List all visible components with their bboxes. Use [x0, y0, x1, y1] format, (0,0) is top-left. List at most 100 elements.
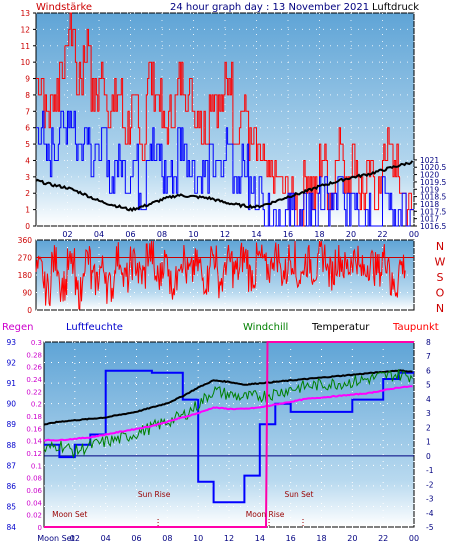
y-tick-label: 1: [25, 206, 30, 215]
x-tick-label: 02: [62, 230, 72, 239]
x-tick-label: 06: [125, 230, 135, 239]
y2-tick-label: 1020.5: [420, 163, 446, 172]
y-tick-label: 12: [20, 25, 30, 34]
graph-title: 24 hour graph day : 13 November 2021: [170, 2, 369, 13]
temp-tick-label: 3: [426, 409, 431, 418]
y-tick-label: 7: [25, 107, 30, 116]
direction-label: N: [436, 302, 444, 315]
y-tick-label: 180: [18, 271, 33, 280]
y2-tick-label: 1020: [420, 171, 439, 180]
x-tick-label: 04: [101, 534, 111, 543]
temp-tick-label: 4: [426, 395, 431, 404]
rain-tick-label: 0.24: [26, 376, 42, 384]
x-tick-label: 08: [157, 230, 167, 239]
rain-tick-label: 0.04: [26, 499, 42, 507]
rain-tick-label: 0.12: [26, 450, 42, 458]
windstaerke-label: Windstärke: [36, 2, 92, 13]
x-tick-label: 02: [70, 534, 80, 543]
rain-tick-label: 0.02: [26, 512, 42, 520]
x-tick-label: Moon Set: [37, 534, 74, 543]
rain-tick-label: 0.06: [26, 487, 42, 495]
y-tick-label: 90: [22, 289, 32, 298]
rain-tick-label: 0.14: [26, 438, 42, 446]
x-tick-label: 16: [286, 534, 296, 543]
annotation-label: Sun Rise: [138, 490, 171, 499]
temp-tick-label: 1: [426, 438, 431, 447]
x-tick-label: 22: [377, 230, 387, 239]
wind-pressure-panel: Windstärke 24 hour graph day : 13 Novemb…: [20, 2, 446, 239]
humidity-tick-label: 93: [6, 338, 16, 347]
y2-tick-label: 1017.5: [420, 207, 446, 216]
rain-tick-label: 0.22: [26, 388, 42, 396]
temp-tick-label: 6: [426, 366, 431, 375]
temp-tick-label: 7: [426, 352, 431, 361]
rain-tick-label: 0.08: [26, 475, 42, 483]
series-line-taupunkt: [43, 385, 413, 442]
y2-tick-label: 1017: [420, 215, 439, 224]
series-line-temperatur: [43, 369, 413, 426]
humidity-tick-label: 88: [6, 441, 16, 450]
direction-label: N: [436, 240, 444, 253]
x-tick-label: 14: [251, 230, 261, 239]
humidity-tick-label: 85: [6, 502, 16, 511]
y-tick-label: 10: [20, 58, 30, 67]
x-tick-label: 22: [378, 534, 388, 543]
x-tick-label: 20: [347, 534, 357, 543]
x-tick-label: 16: [283, 230, 293, 239]
temp-tick-label: 5: [426, 381, 431, 390]
y-tick-label: 4: [25, 156, 30, 165]
y2-tick-label: 1019.5: [420, 178, 446, 187]
rain-tick-label: 0.28: [26, 351, 42, 359]
y-tick-label: 270: [18, 254, 33, 263]
y-tick-label: 6: [25, 124, 30, 133]
direction-label: S: [437, 271, 444, 284]
temp-tick-label: 2: [426, 423, 431, 432]
temp-tick-label: -3: [426, 495, 434, 504]
y-tick-label: 0: [25, 222, 30, 231]
x-tick-label: 08: [162, 534, 172, 543]
annotation-label: Sun Set: [285, 490, 314, 499]
y2-tick-label: 1018.5: [420, 193, 446, 202]
annotation-label: Moon Set: [52, 510, 87, 519]
windchill-header: Windchill: [243, 322, 288, 333]
rain-tick-label: 0.1: [31, 462, 42, 470]
y2-tick-label: 1016.5: [420, 222, 446, 231]
annotation-label: Moon Rise: [246, 510, 285, 519]
humidity-tick-label: 87: [6, 461, 16, 470]
y-tick-label: 3: [25, 173, 30, 182]
y-tick-label: 11: [20, 42, 30, 51]
series-line-wind-direction: [35, 240, 406, 310]
regen-header: Regen: [2, 322, 34, 333]
series-line-windchill: [43, 369, 413, 459]
luftdruck-label: Luftdruck: [372, 2, 419, 13]
series-line-windst-rke--mittel-: [36, 110, 414, 227]
series-line-humidity: [44, 369, 414, 504]
rain-tick-label: 0.26: [26, 364, 42, 372]
series-line-pressure: [35, 160, 414, 213]
humidity-tick-label: 84: [6, 523, 16, 532]
y-tick-label: 9: [25, 75, 30, 84]
series-line-rain: [44, 341, 414, 528]
humidity-tick-label: 86: [6, 482, 16, 491]
x-tick-label: 10: [188, 230, 198, 239]
temp-tick-label: -1: [426, 466, 434, 475]
luftfeuchte-header: Luftfeuchte: [66, 322, 123, 333]
y2-tick-label: 1021: [420, 156, 439, 165]
x-tick-label: 00: [409, 230, 419, 239]
rain-tick-label: 0.18: [26, 413, 42, 421]
x-tick-label: 12: [220, 230, 230, 239]
x-tick-label: 20: [346, 230, 356, 239]
temp-tick-label: 0: [426, 452, 431, 461]
y-tick-label: 0: [27, 306, 32, 315]
x-tick-label: 12: [224, 534, 234, 543]
direction-label: O: [436, 287, 445, 300]
y2-tick-label: 1018: [420, 200, 439, 209]
x-tick-label: 18: [314, 230, 324, 239]
temperature-humidity-panel: Regen Luftfeuchte Windchill Temperatur T…: [2, 322, 439, 543]
y-tick-label: 8: [25, 91, 30, 100]
y2-tick-label: 1019: [420, 185, 439, 194]
x-tick-label: 04: [94, 230, 104, 239]
